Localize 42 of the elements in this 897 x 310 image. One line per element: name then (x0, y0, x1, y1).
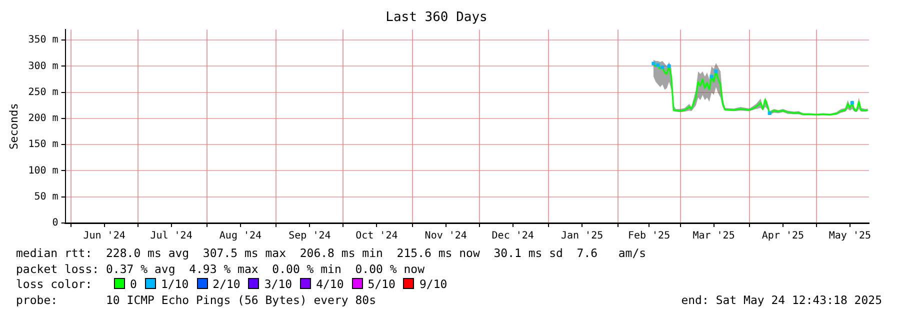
legend-label: 9/10 (419, 277, 448, 291)
point (714, 70, 718, 74)
legend-label: 1/10 (160, 277, 189, 291)
text: probe: 10 ICMP Echo Pings (56 Bytes) every 80s (16, 292, 376, 306)
y-tick-label: 250 m (28, 86, 58, 98)
y-tick-label: 350 m (28, 34, 58, 46)
legend-label: 2/10 (212, 277, 240, 291)
y-tick-label: 100 m (28, 165, 58, 176)
x-tick-label: Nov '24 (424, 230, 467, 242)
x-tick-label: Apr '25 (762, 230, 804, 242)
legend-label: 0 (130, 277, 137, 291)
point (768, 111, 772, 116)
x-tick-label: Jul '24 (150, 230, 192, 242)
point (710, 74, 714, 78)
x-tick-label: May '25 (828, 230, 872, 242)
x-tick-label: Jan '25 (560, 230, 604, 242)
point (667, 64, 671, 68)
text: median rtt: 228.0 ms avg 307.5 ms max 206.8 ms min 215.6 ms now 30.1 ms sd 7.6 am/s (16, 246, 648, 262)
x-tick-label: Mar '25 (692, 230, 735, 242)
point (652, 62, 656, 66)
y-tick-label: 50 m (34, 191, 58, 202)
point (656, 63, 660, 67)
legend-label: 3/10 (264, 277, 292, 291)
chart-title: Last 360 Days (386, 10, 488, 26)
y-tick-label: 150 m (28, 139, 58, 150)
y-axis-title: Seconds (7, 103, 20, 150)
x-tick-label: Jun '24 (83, 230, 126, 242)
point (660, 65, 664, 70)
legend-label: 5/10 (368, 277, 396, 291)
y-tick-label: 0 (52, 218, 58, 229)
legend-label: 4/10 (316, 277, 344, 291)
x-tick-label: Oct '24 (356, 230, 398, 242)
text: end: Sat May 24 12:43:18 2025 (681, 292, 882, 308)
x-tick-label: Sep '24 (288, 230, 331, 242)
point (850, 101, 854, 105)
y-tick-label: 200 m (28, 113, 58, 124)
text: packet loss: 0.37 % avg 4.93 % max 0.00 % min 0.00 % now (16, 262, 426, 277)
x-tick-label: Dec '24 (492, 230, 534, 242)
x-tick-label: Feb '25 (628, 230, 670, 242)
legend-title: loss color: (16, 277, 92, 291)
x-tick-label: Aug '24 (219, 230, 262, 242)
y-tick-label: 300 m (28, 60, 58, 72)
